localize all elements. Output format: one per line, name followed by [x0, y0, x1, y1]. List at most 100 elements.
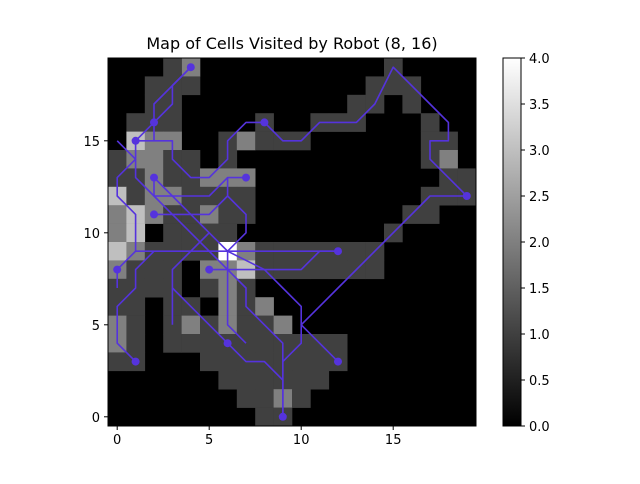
heatmap-cell — [310, 370, 330, 390]
heatmap-cell — [292, 370, 311, 390]
heatmap-cell — [108, 278, 127, 298]
heatmap-cell — [108, 352, 127, 372]
path-marker — [334, 357, 342, 366]
path-marker — [242, 173, 250, 182]
path-marker — [150, 210, 158, 219]
colorbar-tick-label: 3.5 — [529, 98, 550, 113]
x-tick-label: 10 — [293, 433, 310, 448]
heatmap-cell — [218, 223, 238, 243]
heatmap-cell — [347, 242, 366, 261]
x-tick-label: 15 — [385, 433, 402, 448]
heatmap-cell — [236, 389, 256, 408]
heatmap-cell — [144, 278, 164, 298]
robot-path-line — [135, 121, 265, 179]
heatmap-cell — [384, 76, 403, 96]
heatmap-cell — [126, 113, 146, 132]
heatmap-cell — [181, 315, 201, 335]
y-tick-label: 5 — [92, 319, 100, 334]
colorbar-tick-label: 3.0 — [529, 144, 550, 159]
heatmap-cell — [365, 76, 385, 96]
heatmap-cell — [108, 223, 127, 243]
chart-title: Map of Cells Visited by Robot (8, 16) — [146, 34, 437, 53]
heatmap-cell — [402, 94, 422, 114]
robot-path-line — [171, 232, 210, 325]
heatmap-cell — [457, 168, 477, 188]
heatmap-cell — [328, 260, 348, 280]
colorbar-tick-label: 2.0 — [529, 236, 550, 251]
colorbar-gradient — [502, 57, 522, 427]
heatmap-cell — [144, 150, 164, 169]
colorbar-tick-label: 2.5 — [529, 190, 550, 205]
path-marker — [186, 63, 195, 72]
plot-frame — [107, 57, 477, 427]
path-marker — [150, 173, 158, 182]
path-marker — [150, 118, 158, 127]
heatmap-cell — [236, 370, 256, 390]
x-tick-label: 5 — [205, 433, 213, 448]
path-marker — [113, 265, 122, 274]
colorbar: 0.0 0.5 1.0 1.5 2.0 2.5 3.0 3.5 4.0 — [502, 52, 550, 435]
heatmap-cell — [236, 315, 256, 335]
heatmap-cell — [163, 334, 182, 353]
robot-path-line — [116, 66, 192, 288]
heatmap-cell — [200, 334, 219, 353]
heatmap-cell — [310, 260, 330, 280]
robot-path-line — [171, 287, 229, 344]
heatmap-cell — [181, 76, 201, 96]
heatmap-cell — [236, 131, 256, 151]
heatmap-cell — [255, 407, 274, 427]
heatmap-cell — [292, 389, 311, 408]
heatmap-cell — [218, 352, 238, 372]
path-marker — [278, 412, 287, 421]
heatmap-cell — [200, 278, 219, 298]
heatmap-cell — [218, 370, 238, 390]
path-marker — [260, 118, 269, 127]
robot-path-line — [226, 250, 338, 344]
robot-path-line — [153, 177, 339, 363]
heatmap-cell — [255, 131, 274, 151]
heatmap-cell — [126, 334, 146, 353]
x-axis: 0 5 10 15 — [113, 426, 401, 448]
heatmap-cell — [163, 223, 182, 243]
heatmap-cell — [439, 150, 458, 169]
y-tick-label: 0 — [92, 411, 100, 426]
robot-path-line — [116, 250, 155, 363]
path-marker — [334, 247, 342, 256]
heatmap-cell — [163, 168, 182, 188]
path-marker — [223, 339, 232, 348]
heatmap-cell — [420, 113, 440, 132]
heatmap-cell — [108, 242, 127, 261]
heatmap-cell — [255, 334, 274, 353]
heatmap-cell — [236, 186, 256, 206]
heatmap-cell — [126, 297, 146, 316]
heatmap-cell — [420, 205, 440, 224]
heatmap-cell — [255, 370, 274, 390]
heatmap-cell — [144, 76, 164, 96]
colorbar-tick-label: 4.0 — [529, 52, 550, 67]
y-tick-label: 10 — [83, 227, 100, 242]
y-tick-label: 15 — [83, 135, 100, 150]
heatmap-cell — [108, 205, 127, 224]
heatmap-cell — [181, 150, 201, 169]
heatmap-cell — [163, 315, 182, 335]
heatmap-cell — [292, 352, 311, 372]
colorbar-tick-label: 1.0 — [529, 328, 550, 343]
heatmap-cell — [163, 113, 182, 132]
colorbar-tick-label: 0.5 — [529, 374, 550, 389]
heatmap-cell — [126, 186, 146, 206]
heatmap-cell — [255, 297, 274, 316]
plot-area — [107, 57, 477, 427]
robot-path-line — [209, 250, 338, 271]
path-marker — [462, 192, 471, 200]
heatmap-cell — [347, 94, 366, 114]
path-marker — [131, 136, 140, 145]
y-axis: 0 5 10 15 — [83, 135, 108, 426]
heatmap-cell — [218, 205, 238, 224]
robot-path-line — [153, 66, 192, 141]
heatmap-cell — [144, 260, 164, 280]
robot-path-line — [116, 140, 284, 417]
colorbar-tick-label: 1.5 — [529, 282, 550, 297]
heatmap-cell — [108, 150, 127, 169]
heatmap-cell — [163, 58, 182, 77]
